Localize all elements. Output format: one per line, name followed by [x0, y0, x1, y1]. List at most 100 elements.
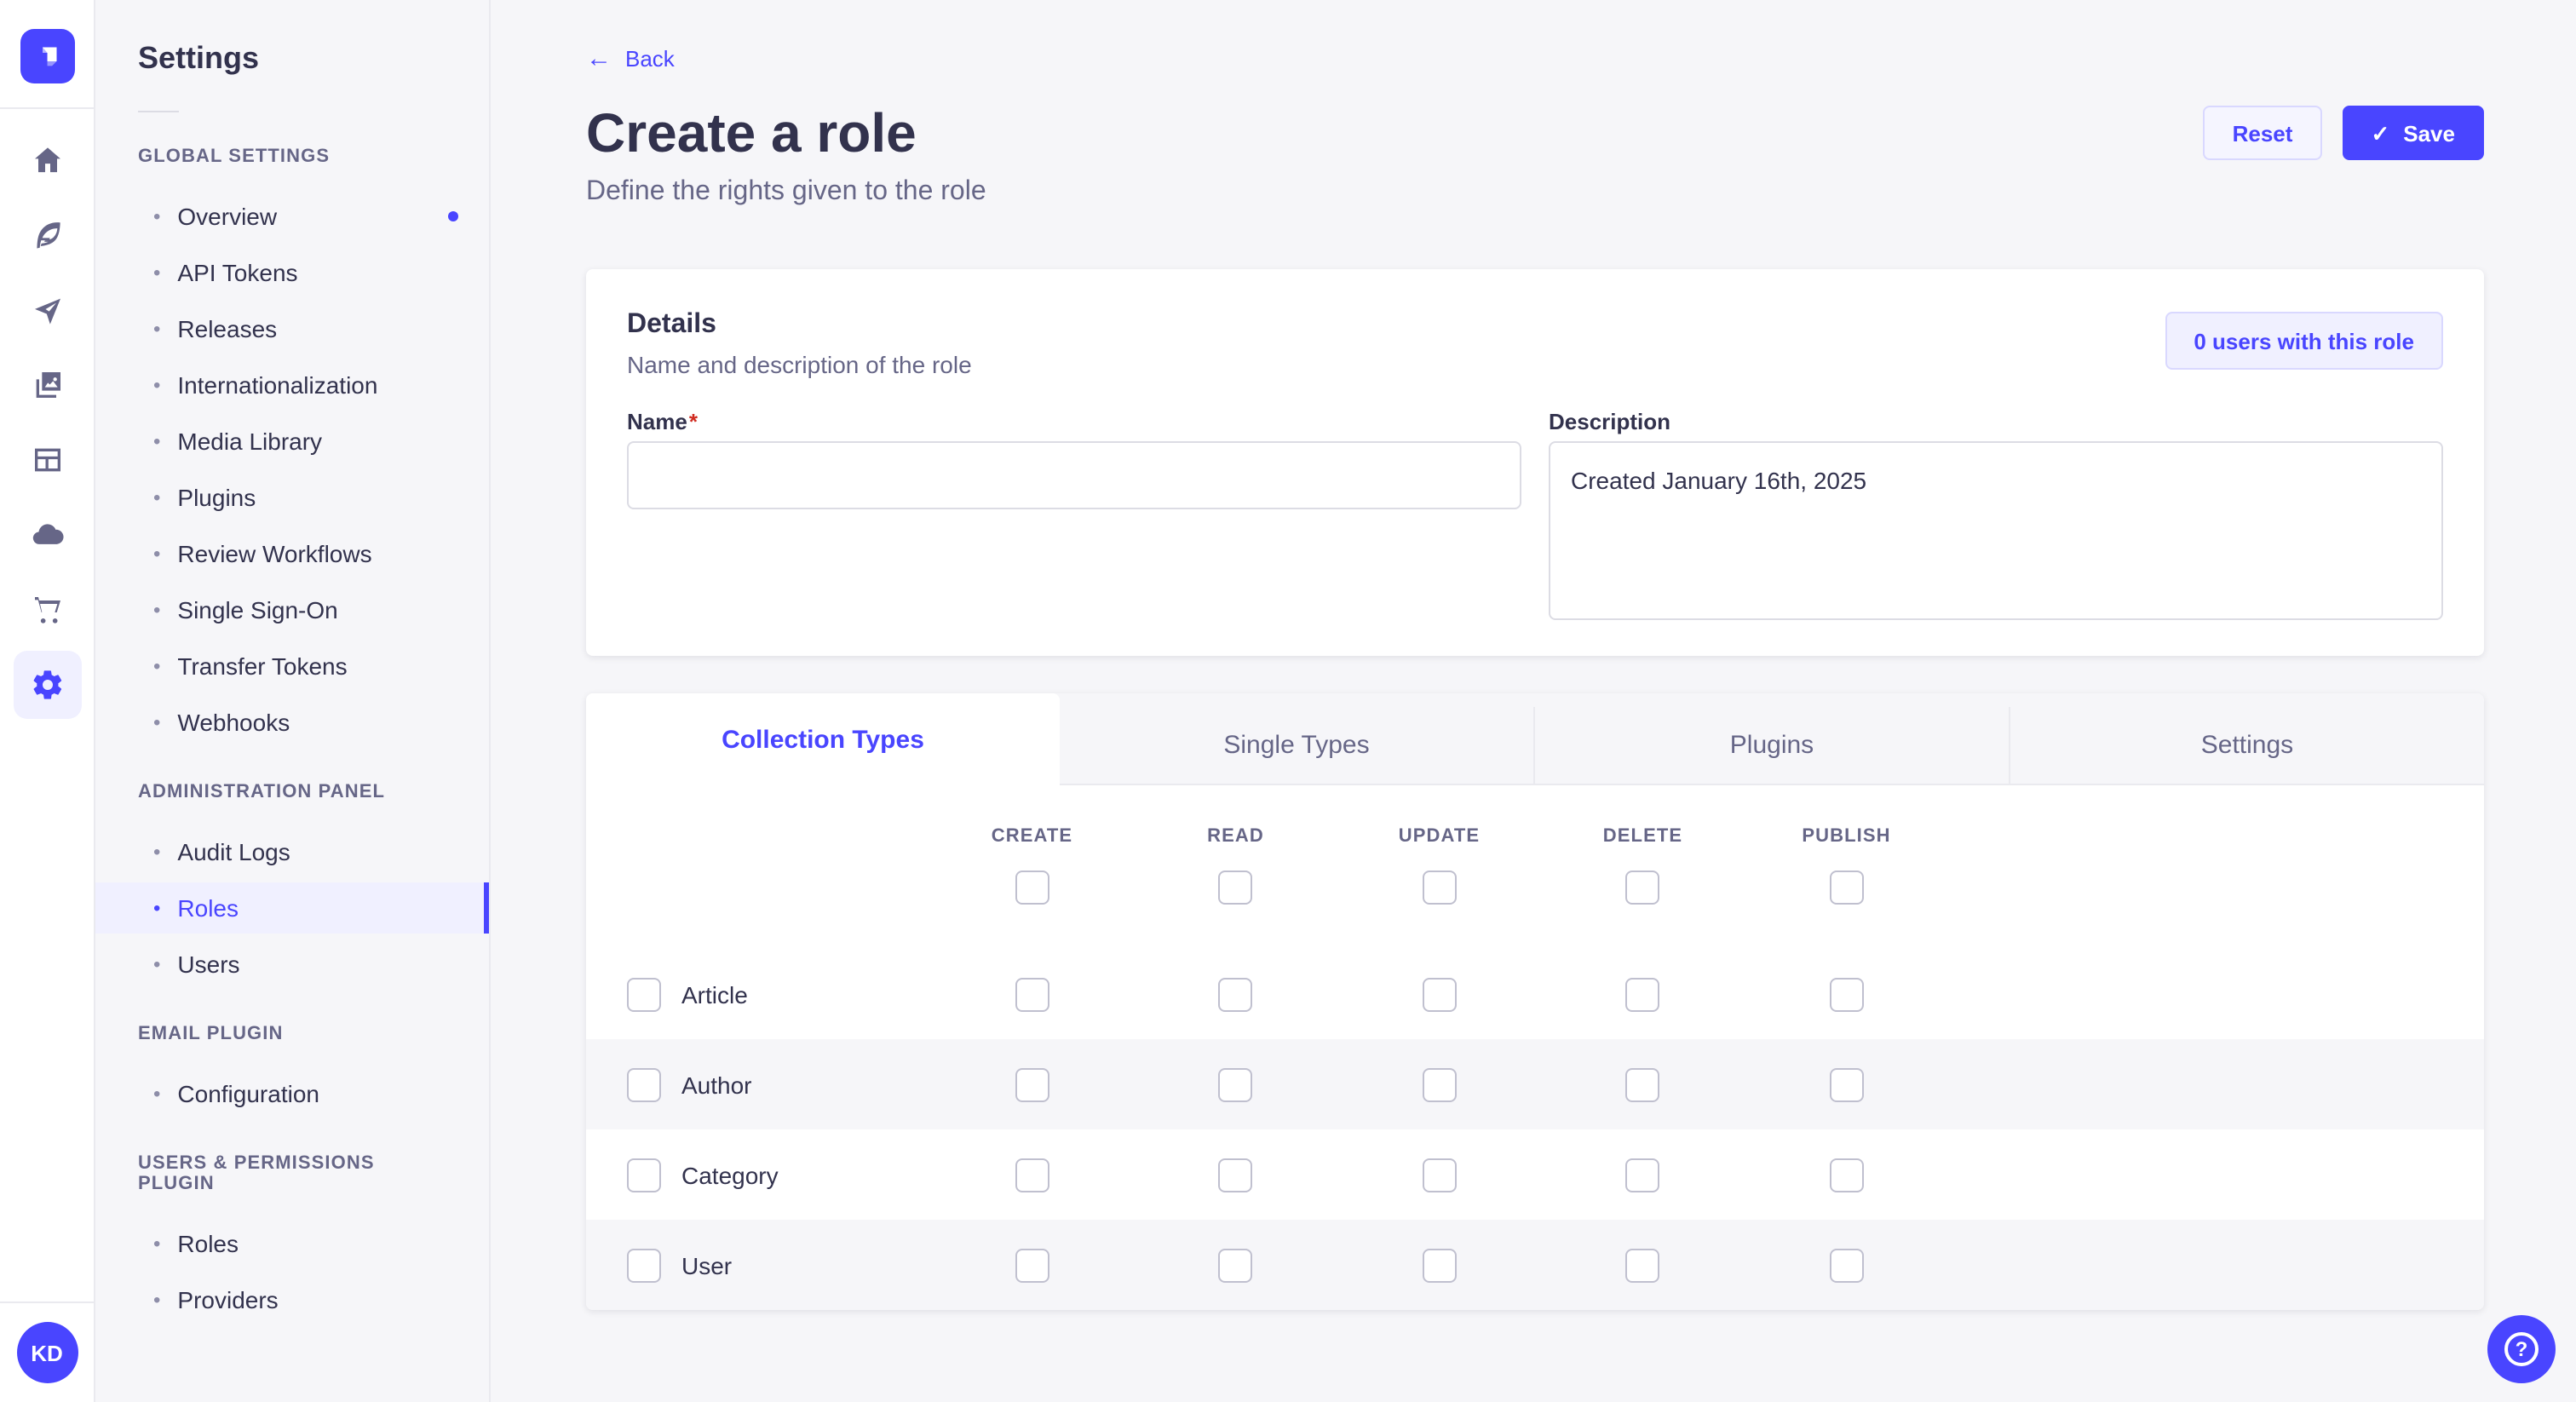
column-header-publish: PUBLISH	[1802, 826, 1891, 847]
gear-icon[interactable]	[13, 651, 81, 719]
sidebar-item-configuration[interactable]: • Configuration	[153, 1080, 319, 1107]
required-asterisk: *	[688, 409, 698, 434]
select-all-update-checkbox[interactable]	[1422, 871, 1457, 905]
category-read-checkbox[interactable]	[1218, 1158, 1253, 1192]
bullet-icon: •	[153, 1082, 161, 1106]
sidebar-item-api-tokens[interactable]: • API Tokens	[153, 259, 298, 286]
bullet-icon: •	[153, 710, 161, 734]
author-read-checkbox[interactable]	[1218, 1067, 1253, 1101]
bullet-icon: •	[153, 598, 161, 622]
tab-settings[interactable]: Settings	[2009, 707, 2484, 785]
category-create-checkbox[interactable]	[1015, 1158, 1049, 1192]
back-link[interactable]: ← Back	[586, 44, 675, 73]
bullet-icon: •	[153, 840, 161, 864]
sidebar-item-transfer-tokens[interactable]: • Transfer Tokens	[153, 652, 348, 680]
layout-icon[interactable]	[13, 426, 81, 494]
home-icon[interactable]	[13, 126, 81, 194]
sidebar-item-up-roles[interactable]: • Roles	[153, 1230, 239, 1257]
tab-single-types[interactable]: Single Types	[1060, 707, 1533, 785]
notification-dot	[448, 211, 458, 221]
permissions-table: CREATE READ UPDATE DELETE PUBLISH	[586, 785, 2484, 1310]
permissions-tabs: Collection Types Single Types Plugins Se…	[586, 693, 2484, 785]
bullet-icon: •	[153, 654, 161, 678]
sidebar-item-roles[interactable]: • Roles	[95, 882, 489, 934]
article-read-checkbox[interactable]	[1218, 977, 1253, 1011]
table-row-user: User	[586, 1220, 2484, 1310]
author-update-checkbox[interactable]	[1422, 1067, 1457, 1101]
main-content: ← Back Create a role Reset ✓ Save Define…	[491, 0, 2576, 1402]
category-delete-checkbox[interactable]	[1625, 1158, 1660, 1192]
user-read-checkbox[interactable]	[1218, 1248, 1253, 1282]
row-select-checkbox[interactable]	[627, 1158, 661, 1192]
table-row-article: Article	[586, 949, 2484, 1039]
page-title: Create a role	[586, 102, 917, 164]
permissions-table-head: CREATE READ UPDATE DELETE PUBLISH	[586, 785, 2484, 949]
author-publish-checkbox[interactable]	[1829, 1067, 1864, 1101]
name-input[interactable]	[627, 441, 1521, 509]
select-all-delete-checkbox[interactable]	[1625, 871, 1660, 905]
row-label: Article	[681, 980, 748, 1008]
bullet-icon: •	[153, 952, 161, 976]
check-icon: ✓	[2371, 120, 2390, 146]
icon-rail: KD	[0, 0, 95, 1402]
sidebar-item-plugins[interactable]: • Plugins	[153, 484, 256, 511]
section-email-plugin: EMAIL PLUGIN • Configuration	[95, 1024, 489, 1119]
sidebar-title: Settings	[138, 41, 260, 75]
user-delete-checkbox[interactable]	[1625, 1248, 1660, 1282]
name-field-group: Name *	[627, 409, 1521, 629]
section-label: GLOBAL SETTINGS	[138, 147, 331, 167]
sidebar-item-up-providers[interactable]: • Providers	[153, 1286, 279, 1313]
user-publish-checkbox[interactable]	[1829, 1248, 1864, 1282]
help-button[interactable]: ?	[2487, 1315, 2556, 1383]
cloud-icon[interactable]	[13, 501, 81, 569]
tab-plugins[interactable]: Plugins	[1533, 707, 2009, 785]
user-create-checkbox[interactable]	[1015, 1248, 1049, 1282]
users-with-role-badge[interactable]: 0 users with this role	[2165, 312, 2443, 370]
section-label: EMAIL PLUGIN	[138, 1024, 284, 1044]
description-label: Description	[1549, 409, 1671, 434]
user-avatar[interactable]: KD	[16, 1322, 78, 1383]
category-publish-checkbox[interactable]	[1829, 1158, 1864, 1192]
article-create-checkbox[interactable]	[1015, 977, 1049, 1011]
sidebar-item-media-library[interactable]: • Media Library	[153, 428, 323, 455]
article-delete-checkbox[interactable]	[1625, 977, 1660, 1011]
reset-button[interactable]: Reset	[2203, 106, 2322, 160]
row-select-checkbox[interactable]	[627, 1248, 661, 1282]
sidebar-item-internationalization[interactable]: • Internationalization	[153, 371, 378, 399]
article-update-checkbox[interactable]	[1422, 977, 1457, 1011]
row-select-checkbox[interactable]	[627, 977, 661, 1011]
strapi-logo[interactable]	[20, 29, 74, 83]
select-all-read-checkbox[interactable]	[1218, 871, 1253, 905]
sidebar-item-audit-logs[interactable]: • Audit Logs	[153, 838, 290, 865]
bullet-icon: •	[153, 317, 161, 341]
author-create-checkbox[interactable]	[1015, 1067, 1049, 1101]
sidebar-item-webhooks[interactable]: • Webhooks	[153, 709, 290, 736]
sidebar-item-single-sign-on[interactable]: • Single Sign-On	[153, 596, 338, 623]
sidebar-item-review-workflows[interactable]: • Review Workflows	[153, 540, 372, 567]
save-button[interactable]: ✓ Save	[2342, 106, 2484, 160]
permissions-card: Collection Types Single Types Plugins Se…	[586, 693, 2484, 1310]
tab-collection-types[interactable]: Collection Types	[586, 693, 1060, 785]
question-mark-icon: ?	[2504, 1332, 2539, 1366]
bullet-icon: •	[153, 486, 161, 509]
feather-icon[interactable]	[13, 201, 81, 269]
send-icon[interactable]	[13, 276, 81, 344]
details-subtitle: Name and description of the role	[627, 351, 972, 378]
sidebar-item-users[interactable]: • Users	[153, 951, 240, 978]
cart-icon[interactable]	[13, 576, 81, 644]
sidebar-item-overview[interactable]: • Overview	[95, 191, 489, 242]
rail-divider	[0, 107, 95, 109]
category-update-checkbox[interactable]	[1422, 1158, 1457, 1192]
article-publish-checkbox[interactable]	[1829, 977, 1864, 1011]
author-delete-checkbox[interactable]	[1625, 1067, 1660, 1101]
column-header-create: CREATE	[991, 826, 1073, 847]
row-select-checkbox[interactable]	[627, 1067, 661, 1101]
sidebar-item-releases[interactable]: • Releases	[153, 315, 278, 342]
table-row-author: Author	[586, 1039, 2484, 1129]
description-textarea[interactable]: Created January 16th, 2025	[1549, 441, 2443, 620]
back-arrow-icon: ←	[586, 44, 612, 73]
select-all-create-checkbox[interactable]	[1015, 871, 1049, 905]
user-update-checkbox[interactable]	[1422, 1248, 1457, 1282]
select-all-publish-checkbox[interactable]	[1829, 871, 1864, 905]
media-icon[interactable]	[13, 351, 81, 419]
